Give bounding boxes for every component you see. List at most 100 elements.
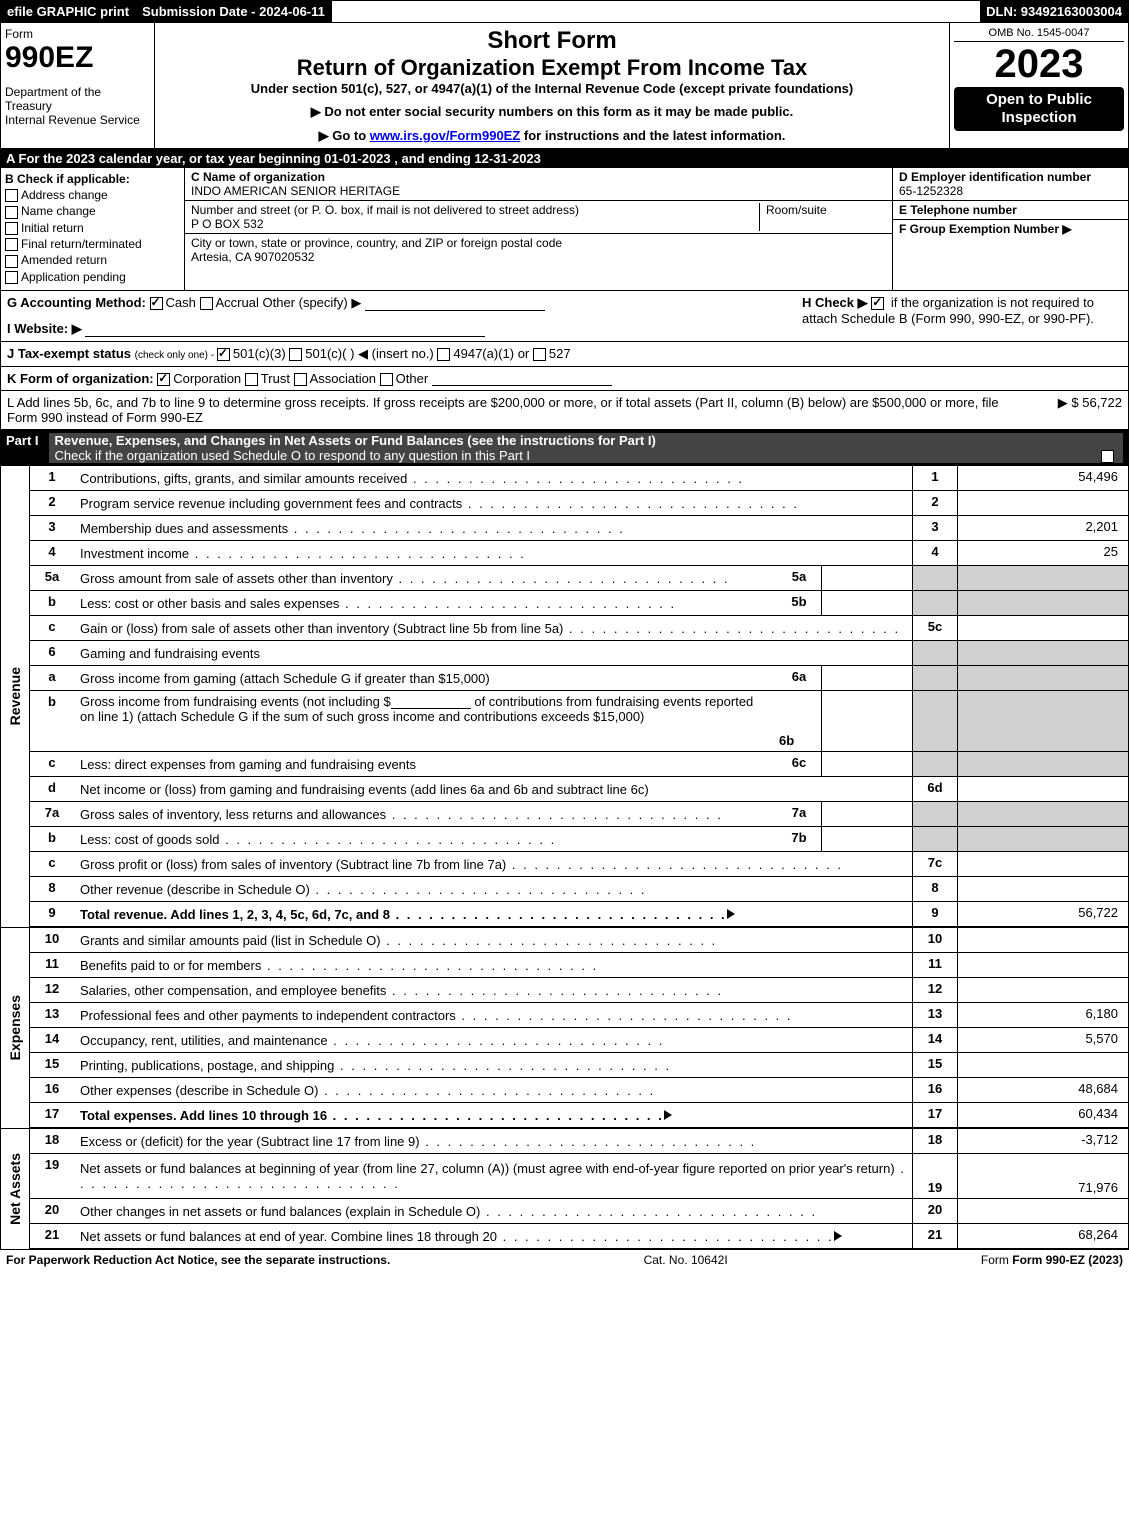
other-method-input[interactable] (365, 296, 545, 311)
check-501c3[interactable] (217, 348, 230, 361)
line-7c: c Gross profit or (loss) from sales of i… (30, 852, 1128, 877)
line-2: 2 Program service revenue including gove… (30, 491, 1128, 516)
line-20: 20 Other changes in net assets or fund b… (30, 1199, 1128, 1224)
line-6a: a Gross income from gaming (attach Sched… (30, 666, 1128, 691)
other-org-input[interactable] (432, 371, 612, 386)
check-address-change[interactable]: Address change (5, 188, 180, 202)
irs-link[interactable]: www.irs.gov/Form990EZ (370, 128, 521, 143)
header-center: Short Form Return of Organization Exempt… (155, 23, 949, 148)
org-street: P O BOX 532 (191, 217, 264, 231)
check-amended-return[interactable]: Amended return (5, 253, 180, 267)
line-7c-amount (958, 852, 1128, 876)
line-8: 8 Other revenue (describe in Schedule O)… (30, 877, 1128, 902)
check-final-return[interactable]: Final return/terminated (5, 237, 180, 251)
dln-label: DLN: 93492163003004 (980, 1, 1128, 22)
telephone-row: E Telephone number (893, 201, 1128, 220)
line-2-amount (958, 491, 1128, 515)
line-3: 3 Membership dues and assessments 3 2,20… (30, 516, 1128, 541)
line-a-tax-year: A For the 2023 calendar year, or tax yea… (0, 149, 1129, 168)
line-18: 18 Excess or (deficit) for the year (Sub… (30, 1129, 1128, 1154)
check-other-org[interactable] (380, 373, 393, 386)
short-form-title: Short Form (159, 27, 945, 55)
line-19: 19 Net assets or fund balances at beginn… (30, 1154, 1128, 1199)
check-accrual[interactable] (200, 297, 213, 310)
header-right: OMB No. 1545-0047 2023 Open to Public In… (949, 23, 1128, 148)
line-16-amount: 48,684 (958, 1078, 1128, 1102)
check-corporation[interactable] (157, 373, 170, 386)
paperwork-notice: For Paperwork Reduction Act Notice, see … (6, 1253, 390, 1267)
check-schedule-o[interactable] (1101, 450, 1114, 463)
group-exempt-row: F Group Exemption Number ▶ (893, 220, 1128, 238)
line-6d-amount (958, 777, 1128, 801)
line-14-amount: 5,570 (958, 1028, 1128, 1052)
line-6a-amount (822, 666, 913, 690)
line-9-amount: 56,722 (958, 902, 1128, 926)
check-application-pending[interactable]: Application pending (5, 270, 180, 284)
row-h: H Check ▶ if the organization is not req… (802, 295, 1122, 337)
row-i: I Website: ▶ (7, 321, 802, 337)
check-trust[interactable] (245, 373, 258, 386)
line-7b: b Less: cost of goods sold 7b (30, 827, 1128, 852)
row-k: K Form of organization: Corporation Trus… (0, 367, 1129, 391)
page-footer: For Paperwork Reduction Act Notice, see … (0, 1250, 1129, 1270)
check-name-change[interactable]: Name change (5, 204, 180, 218)
line-5c-amount (958, 616, 1128, 640)
open-public-badge: Open to Public Inspection (954, 87, 1124, 131)
row-j: J Tax-exempt status (check only one) - 5… (0, 342, 1129, 367)
line-7b-amount (822, 827, 913, 851)
line-5c: c Gain or (loss) from sale of assets oth… (30, 616, 1128, 641)
form-number: 990EZ (5, 41, 150, 75)
check-527[interactable] (533, 348, 546, 361)
triangle-icon (834, 1231, 842, 1241)
section-b: B Check if applicable: Address change Na… (1, 168, 185, 290)
org-name-row: C Name of organization INDO AMERICAN SEN… (185, 168, 892, 201)
row-g: G Accounting Method: Cash Accrual Other … (7, 295, 802, 337)
line-15-amount (958, 1053, 1128, 1077)
website-input[interactable] (85, 322, 485, 337)
fundraising-contrib-input[interactable] (391, 694, 471, 709)
line-16: 16 Other expenses (describe in Schedule … (30, 1078, 1128, 1103)
cat-no: Cat. No. 10642I (644, 1253, 728, 1267)
line-7a: 7a Gross sales of inventory, less return… (30, 802, 1128, 827)
check-cash[interactable] (150, 297, 163, 310)
line-13-amount: 6,180 (958, 1003, 1128, 1027)
line-5a: 5a Gross amount from sale of assets othe… (30, 566, 1128, 591)
line-19-amount: 71,976 (958, 1154, 1128, 1198)
street-row: Number and street (or P. O. box, if mail… (185, 201, 892, 234)
ein-value: 65-1252328 (899, 184, 963, 198)
netassets-side-label: Net Assets (0, 1129, 30, 1249)
ein-row: D Employer identification number 65-1252… (893, 168, 1128, 201)
line-21: 21 Net assets or fund balances at end of… (30, 1224, 1128, 1248)
line-5b-amount (822, 591, 913, 615)
line-4: 4 Investment income 4 25 (30, 541, 1128, 566)
ssn-warning: ▶ Do not enter social security numbers o… (159, 104, 945, 120)
line-7a-amount (822, 802, 913, 826)
form-version: Form Form 990-EZ (2023) (981, 1253, 1123, 1267)
part1-label: Part I (6, 433, 49, 463)
check-initial-return[interactable]: Initial return (5, 221, 180, 235)
form-header: Form 990EZ Department of the Treasury In… (0, 23, 1129, 149)
section-bcd: B Check if applicable: Address change Na… (0, 168, 1129, 291)
omb-number: OMB No. 1545-0047 (954, 27, 1124, 42)
line-17: 17 Total expenses. Add lines 10 through … (30, 1103, 1128, 1127)
check-4947[interactable] (437, 348, 450, 361)
line-12-amount (958, 978, 1128, 1002)
efile-print-button[interactable]: efile GRAPHIC print (1, 1, 136, 22)
check-schedule-b[interactable] (871, 297, 884, 310)
line-17-amount: 60,434 (958, 1103, 1128, 1127)
line-13: 13 Professional fees and other payments … (30, 1003, 1128, 1028)
line-6c: c Less: direct expenses from gaming and … (30, 752, 1128, 777)
triangle-icon (664, 1110, 672, 1120)
row-l: L Add lines 5b, 6c, and 7b to line 9 to … (0, 391, 1129, 430)
line-3-amount: 2,201 (958, 516, 1128, 540)
line-11-amount (958, 953, 1128, 977)
room-suite: Room/suite (759, 203, 886, 231)
row-gh: G Accounting Method: Cash Accrual Other … (0, 291, 1129, 342)
line-10: 10 Grants and similar amounts paid (list… (30, 928, 1128, 953)
line-11: 11 Benefits paid to or for members 11 (30, 953, 1128, 978)
check-501c[interactable] (289, 348, 302, 361)
form-label: Form (5, 27, 150, 41)
check-association[interactable] (294, 373, 307, 386)
city-row: City or town, state or province, country… (185, 234, 892, 266)
line-20-amount (958, 1199, 1128, 1223)
